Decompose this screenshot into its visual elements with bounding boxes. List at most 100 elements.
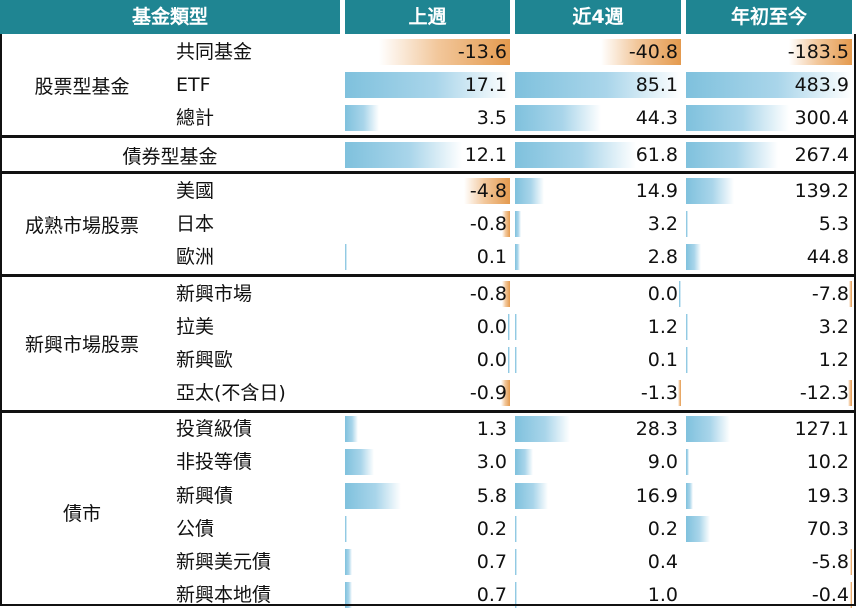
row-label: 投資級債 [176, 418, 253, 441]
value-label: 0.0 [647, 282, 678, 305]
value-cell: 9.0 [515, 446, 681, 479]
positive-bar [508, 313, 510, 340]
value-label: 0.0 [476, 348, 507, 371]
value-cell: 300.4 [686, 102, 852, 135]
value-cell: 139.2 [686, 175, 852, 208]
positive-bar [515, 416, 571, 443]
value-cell: -0.8 [345, 208, 510, 241]
group-label: 債券型基金 [122, 145, 218, 168]
value-cell: 3.2 [686, 311, 852, 344]
positive-bar [686, 211, 688, 238]
group-separator [2, 274, 854, 277]
positive-bar [686, 515, 711, 542]
value-label: -12.3 [799, 381, 849, 404]
positive-bar [515, 449, 533, 476]
value-label: 1.3 [476, 418, 507, 441]
negative-bar [847, 379, 852, 406]
value-label: 127.1 [794, 418, 849, 441]
positive-bar [515, 178, 545, 204]
header-column-cell [686, 0, 852, 34]
value-cell: 16.9 [515, 480, 681, 513]
value-cell: 1.2 [515, 311, 681, 344]
value-label: 12.1 [464, 143, 507, 166]
value-label: -183.5 [787, 41, 849, 63]
value-label: 5.8 [476, 484, 507, 507]
negative-bar [463, 178, 510, 204]
value-cell: 19.3 [686, 480, 852, 513]
value-label: 28.3 [635, 418, 678, 441]
row-label: 日本 [176, 213, 215, 236]
positive-bar [515, 515, 517, 542]
row-label: 亞太(不含日) [176, 381, 286, 404]
negative-bar [502, 211, 510, 238]
row-label: 新興市場 [176, 282, 253, 305]
value-cell: -0.8 [345, 278, 510, 311]
value-cell: 3.0 [345, 446, 510, 479]
positive-bar [345, 416, 358, 443]
value-label: 44.8 [806, 246, 849, 269]
negative-bar [601, 39, 681, 65]
value-label: 14.9 [635, 180, 678, 202]
value-cell: -1.3 [515, 377, 681, 410]
positive-bar [508, 346, 510, 373]
group-label: 股票型基金 [34, 76, 130, 99]
header-category-cell [0, 0, 340, 34]
value-label: 3.2 [818, 315, 849, 338]
value-cell: 0.0 [345, 311, 510, 344]
value-label: 300.4 [794, 107, 849, 130]
positive-bar [515, 482, 548, 509]
group-label: 新興市場股票 [24, 334, 139, 357]
row-label: 總計 [176, 107, 215, 130]
value-label: 61.8 [635, 143, 678, 166]
value-label: 2.8 [647, 246, 678, 269]
value-cell: 0.4 [515, 546, 681, 579]
positive-bar [686, 346, 688, 373]
positive-bar [345, 482, 401, 509]
value-label: 70.3 [806, 517, 849, 540]
value-cell: 61.8 [515, 139, 681, 172]
value-label: -0.8 [469, 282, 507, 305]
value-cell: 0.0 [515, 278, 681, 311]
positive-bar [345, 449, 374, 476]
value-cell: 0.0 [345, 344, 510, 377]
value-label: 0.7 [476, 583, 507, 606]
positive-bar [515, 72, 681, 99]
row-label: 公債 [176, 517, 215, 540]
value-cell: -7.8 [686, 278, 852, 311]
positive-bar [515, 548, 517, 575]
positive-bar [515, 313, 518, 340]
value-cell: 17.1 [345, 69, 510, 102]
value-cell: 10.2 [686, 446, 852, 479]
value-label: -13.6 [457, 41, 507, 63]
value-label: 85.1 [635, 74, 678, 97]
positive-bar [515, 346, 517, 373]
value-label: 16.9 [635, 484, 678, 507]
value-cell: -40.8 [515, 36, 681, 69]
positive-bar [686, 244, 702, 271]
positive-bar [515, 581, 517, 608]
positive-bar [686, 72, 852, 99]
value-cell: 70.3 [686, 513, 852, 546]
value-label: 0.0 [476, 315, 507, 338]
value-cell: -4.8 [345, 175, 510, 208]
positive-bar [686, 178, 734, 204]
value-cell: 3.2 [515, 208, 681, 241]
value-label: 139.2 [794, 180, 849, 202]
value-cell: 5.8 [345, 480, 510, 513]
value-label: 0.7 [476, 550, 507, 573]
value-cell: 85.1 [515, 69, 681, 102]
header-column-cell [345, 0, 510, 34]
positive-bar [686, 482, 693, 509]
positive-bar [686, 105, 790, 132]
positive-bar [515, 105, 602, 132]
value-label: -0.8 [469, 213, 507, 236]
value-label: -40.8 [628, 41, 678, 63]
negative-bar [849, 280, 852, 307]
value-label: 1.0 [647, 583, 678, 606]
value-label: 1.2 [818, 348, 849, 371]
negative-bar [378, 39, 510, 65]
row-label: 新興債 [176, 484, 234, 507]
header-column-label: 近4週 [572, 6, 624, 28]
value-cell: -0.9 [345, 377, 510, 410]
header-category-label: 基金類型 [131, 6, 208, 28]
